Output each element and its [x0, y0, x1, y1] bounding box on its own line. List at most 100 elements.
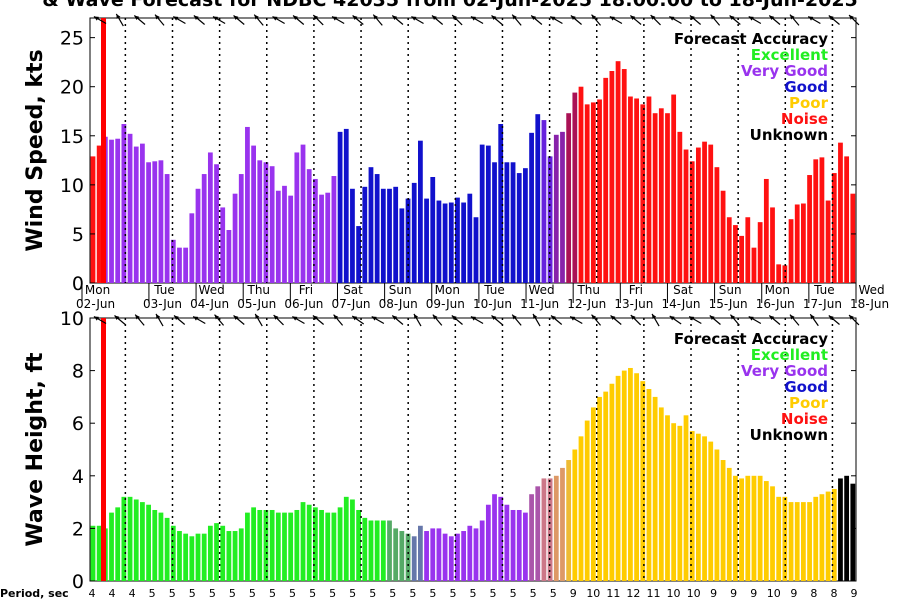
data-bar	[504, 162, 510, 283]
data-bar	[541, 120, 547, 284]
period-value: 8	[810, 587, 817, 600]
direction-arrow-head	[134, 15, 140, 21]
data-bar	[306, 504, 312, 581]
data-bar	[677, 131, 683, 283]
date-label: 13-Jun	[614, 297, 653, 311]
data-bar	[597, 99, 602, 284]
data-bar	[634, 373, 639, 581]
data-bar	[739, 478, 745, 581]
direction-arrow-head	[411, 16, 417, 21]
day-label: Tue	[153, 283, 175, 297]
data-bar	[529, 132, 534, 283]
day-label: Mon	[85, 283, 110, 297]
data-bar	[788, 502, 794, 581]
current-time-marker	[101, 18, 106, 283]
period-value: 10	[687, 587, 701, 600]
direction-arrow-head	[470, 16, 476, 21]
data-bar	[387, 188, 392, 283]
data-bar	[646, 389, 652, 581]
direction-arrow-head	[93, 16, 99, 21]
data-bar	[689, 161, 695, 283]
data-bar	[411, 182, 417, 283]
direction-arrow-head	[470, 316, 476, 321]
data-bar	[665, 113, 670, 283]
data-bar	[325, 512, 331, 581]
data-bar	[541, 478, 547, 581]
data-bar	[393, 186, 399, 283]
data-bar	[850, 483, 856, 581]
period-value: 5	[149, 587, 156, 600]
y-tick-label: 2	[72, 518, 84, 540]
direction-arrow-head	[748, 316, 754, 321]
data-bar	[485, 504, 491, 581]
data-bar	[319, 194, 324, 283]
period-value: 5	[189, 587, 196, 600]
date-label: 03-Jun	[143, 297, 182, 311]
direction-arrow-head	[570, 316, 576, 321]
y-tick-label: 5	[72, 224, 84, 246]
data-bar	[652, 396, 658, 581]
direction-arrow-head	[155, 14, 160, 20]
day-label: Sun	[389, 283, 412, 297]
data-bar	[214, 523, 219, 581]
data-bar	[695, 147, 701, 283]
data-bar	[825, 491, 831, 581]
data-bar	[782, 496, 788, 581]
data-bar	[170, 525, 176, 581]
y-tick-label: 0	[72, 273, 84, 295]
direction-arrow-head	[451, 315, 457, 321]
data-bar	[368, 167, 374, 283]
y-tick-label: 6	[72, 413, 84, 435]
direction-arrow-head	[174, 315, 179, 321]
data-bar	[695, 433, 701, 581]
data-bar	[498, 124, 504, 283]
direction-arrow-head	[610, 315, 616, 321]
direction-arrow-head	[769, 315, 775, 321]
direction-arrow-head	[273, 315, 279, 320]
data-bar	[813, 496, 819, 581]
data-bar	[479, 144, 485, 283]
period-value: 9	[851, 587, 858, 600]
data-bar	[726, 467, 732, 581]
period-value: 5	[169, 587, 176, 600]
data-bar	[319, 509, 324, 581]
current-time-marker	[101, 318, 106, 581]
legend-title: Forecast Accuracy	[674, 30, 828, 48]
direction-arrow-head	[254, 14, 259, 20]
direction-arrow-head	[272, 16, 278, 21]
period-value: 10	[667, 587, 681, 600]
legend-item: Good	[784, 378, 828, 396]
period-label: Period, sec	[0, 587, 69, 600]
direction-arrow-head	[491, 15, 497, 21]
data-bar	[492, 494, 497, 581]
data-bar	[442, 533, 448, 581]
data-bar	[510, 162, 516, 283]
data-bar	[109, 512, 114, 581]
data-bar	[350, 499, 355, 581]
data-bar	[436, 528, 442, 581]
legend-item: Excellent	[751, 346, 828, 364]
data-bar	[257, 160, 263, 283]
data-bar	[473, 217, 479, 283]
legend-item: Poor	[789, 94, 829, 112]
data-bar	[560, 131, 565, 283]
data-bar	[115, 507, 121, 581]
data-bar	[430, 177, 436, 283]
y-tick-label: 4	[72, 466, 84, 488]
data-bar	[220, 207, 226, 283]
direction-arrow-head	[156, 313, 161, 319]
direction-arrow-head	[214, 314, 220, 320]
day-label: Sat	[673, 283, 693, 297]
date-label: 07-Jun	[332, 297, 371, 311]
data-bar	[671, 423, 677, 581]
data-bar	[621, 370, 627, 581]
data-bar	[640, 104, 646, 284]
direction-arrow-head	[173, 16, 179, 21]
direction-arrow-head	[551, 315, 556, 321]
data-bar	[275, 512, 281, 581]
data-bar	[331, 512, 337, 581]
data-bar	[714, 449, 720, 581]
date-label: 02-Jun	[76, 297, 115, 311]
date-label: 05-Jun	[237, 297, 276, 311]
